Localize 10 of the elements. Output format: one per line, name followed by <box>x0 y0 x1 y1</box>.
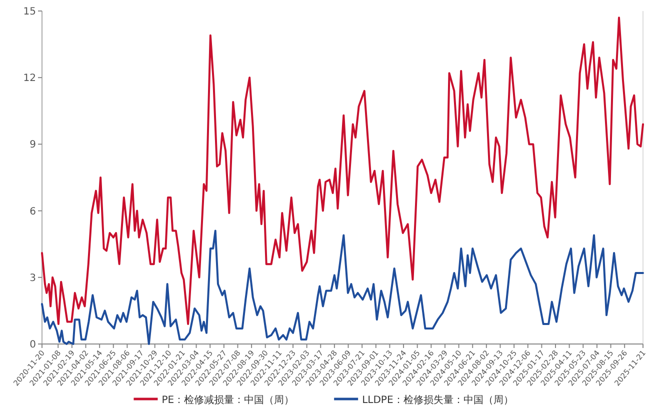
y-tick-label: 15 <box>23 6 36 18</box>
legend-label: LLDPE：检修损失量：中国（周） <box>362 394 514 406</box>
y-tick-label: 9 <box>30 140 36 151</box>
y-tick-label: 12 <box>23 73 36 84</box>
line-series <box>41 16 644 326</box>
y-tick-label: 3 <box>30 272 36 284</box>
y-tick-label: 0 <box>30 340 36 350</box>
line-series <box>41 230 644 345</box>
legend-label: PE：检修减损量：中国（周） <box>162 394 294 406</box>
y-tick-label: 6 <box>30 206 36 218</box>
